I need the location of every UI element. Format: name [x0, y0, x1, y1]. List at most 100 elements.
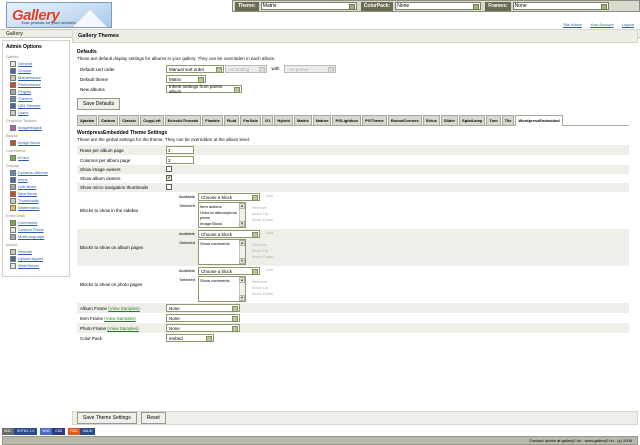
link-your-account[interactable]: Your Account — [590, 22, 614, 27]
sidebar-item-imagemagick[interactable]: ImageMagick — [3, 124, 69, 131]
select-photo-frame[interactable]: None — [166, 324, 240, 332]
listbox-selected-blocks-blocks-to-show-on-album-pages[interactable]: Show comments ▲ ▼ — [198, 239, 246, 265]
action-move-down[interactable]: Move Down — [252, 217, 274, 222]
sidebar-item-link-items[interactable]: Link Items — [3, 183, 69, 190]
list-item[interactable]: Show comments — [200, 278, 230, 283]
action-move-up[interactable]: Move Up — [252, 211, 269, 216]
sidebar-item-remote[interactable]: Remote — [3, 248, 69, 255]
select-album-frame[interactable]: None — [166, 304, 240, 312]
scroll-down-icon[interactable]: ▼ — [239, 258, 245, 264]
scrollbar[interactable] — [239, 203, 245, 227]
sidebar-item-performance[interactable]: Performance — [3, 81, 69, 88]
action-move-up[interactable]: Move Up — [252, 248, 269, 253]
action-remove[interactable]: Remove — [252, 205, 267, 210]
link-item-frame-samples[interactable]: (View Samples) — [104, 315, 136, 321]
select-sort-preset[interactable]: - no preset - — [283, 65, 336, 73]
theme-toolbar-theme-select[interactable]: Matrix — [260, 2, 357, 10]
select-default-theme[interactable]: Matrix — [166, 75, 206, 83]
link-site-admin[interactable]: Site Admin — [562, 22, 583, 27]
sidebar-item-users[interactable]: Users — [3, 109, 69, 116]
listbox-selected-blocks-blocks-to-show-on-photo-pages[interactable]: Show comments ▲ ▼ — [198, 276, 246, 302]
tab-eclecticthreads[interactable]: EclecticThreads — [164, 115, 202, 125]
list-item[interactable]: Links to album/photo peers — [200, 209, 237, 221]
tab-wordpressembedded[interactable]: WordpressEmbedded — [515, 115, 563, 126]
sidebar-item-thumbnails[interactable]: Thumbnails — [3, 197, 69, 204]
select-available-blocks-blocks-to-show-on-album-pages[interactable]: Choose a block — [198, 230, 260, 238]
scroll-down-icon[interactable]: ▼ — [239, 221, 245, 227]
badge-xhtml-1-0[interactable]: W3C XHTML 1.0 — [2, 428, 38, 435]
link-photo-frame-samples[interactable]: (View Samples) — [107, 325, 139, 331]
save-defaults-button[interactable]: Save Defaults — [77, 98, 121, 110]
sidebar-item-url-rewrite[interactable]: URL Rewrite — [3, 102, 69, 109]
sidebar-item-image-block[interactable]: Image Block — [3, 139, 69, 146]
theme-toolbar-frames-select[interactable]: None — [512, 2, 609, 10]
tab-g1[interactable]: G1 — [261, 115, 274, 125]
scrollbar[interactable] — [239, 240, 245, 264]
action-move-up[interactable]: Move Up — [252, 285, 269, 290]
add-block-link-blocks-to-show-in-the-sidebar[interactable]: Add — [266, 193, 274, 198]
tab-slider[interactable]: Slider — [440, 115, 459, 125]
save-theme-settings-button[interactable]: Save Theme Settings — [77, 412, 137, 424]
breadcrumb[interactable]: Gallery — [6, 31, 23, 37]
action-move-down[interactable]: Move Down — [252, 291, 274, 296]
select-available-blocks-blocks-to-show-on-photo-pages[interactable]: Choose a block — [198, 267, 260, 275]
sidebar-item-plugins[interactable]: Plugins — [3, 88, 69, 95]
sidebar-item-general[interactable]: General — [3, 60, 69, 67]
sidebar-item-ecard[interactable]: eCard — [3, 154, 69, 161]
select-new-albums[interactable]: Inherit settings from parent album — [166, 84, 242, 94]
sidebar-item-dynamic-albums[interactable]: Dynamic Albums — [3, 169, 69, 176]
sidebar-item-comments[interactable]: Comments — [3, 219, 69, 226]
sidebar-item-icons[interactable]: Icons — [3, 176, 69, 183]
select-available-blocks-blocks-to-show-in-the-sidebar[interactable]: Choose a block — [198, 193, 260, 201]
scroll-up-icon[interactable]: ▲ — [239, 240, 245, 246]
tab-sirius[interactable]: Sirius — [422, 115, 440, 125]
action-remove[interactable]: Remove — [252, 242, 267, 247]
tab-forsale[interactable]: ForSale — [240, 115, 261, 125]
tab-roundcorners[interactable]: RoundCorners — [387, 115, 422, 125]
select-sort-direction[interactable]: Ascending — [225, 65, 268, 73]
checkbox-show-album-owners[interactable] — [166, 174, 172, 181]
link-logout[interactable]: Logout — [621, 22, 634, 27]
tab-tile[interactable]: Tile — [501, 115, 515, 125]
tab-tom[interactable]: Tom — [486, 115, 501, 125]
tab-pgtheme[interactable]: PGTheme — [362, 115, 387, 125]
gallery-logo[interactable]: Gallery Your photos on your website — [6, 2, 112, 28]
badge-valid[interactable]: RSS VALID — [68, 428, 96, 435]
select-default-sort-order[interactable]: Manual sort order — [166, 65, 224, 73]
badge-css[interactable]: W3C CSS — [40, 428, 66, 435]
list-item[interactable]: Image Block — [200, 220, 223, 226]
list-item[interactable]: Item actions — [200, 204, 222, 209]
reset-button[interactable]: Reset — [140, 412, 166, 424]
select-item-frame[interactable]: None — [166, 314, 240, 322]
tab-ajaxian[interactable]: Ajaxian — [77, 115, 98, 125]
tab-floatrix[interactable]: Floatrix — [202, 115, 223, 125]
tab-hybrid[interactable]: Hybrid — [274, 115, 293, 125]
sidebar-item-custom-fields[interactable]: Custom Fields — [3, 226, 69, 233]
action-remove[interactable]: Remove — [252, 279, 267, 284]
scrollbar[interactable] — [239, 277, 245, 301]
tab-matrix[interactable]: Matrix — [293, 115, 312, 125]
sidebar-item-web-server[interactable]: Web/Server — [3, 262, 69, 269]
input-cols-per-page[interactable]: 3 — [166, 156, 194, 164]
sidebar-item-new-items[interactable]: New Items — [3, 190, 69, 197]
sidebar-item-themes[interactable]: Themes — [3, 95, 69, 102]
scroll-up-icon[interactable]: ▲ — [239, 277, 245, 283]
sidebar-item-upload-applet[interactable]: Upload Applet — [3, 255, 69, 262]
listbox-selected-blocks-blocks-to-show-in-the-sidebar[interactable]: Item actions Links to album/photo peers Im… — [198, 202, 246, 228]
tab-carbon[interactable]: Carbon — [98, 115, 119, 125]
checkbox-show-micro-nav[interactable] — [166, 184, 172, 190]
list-item[interactable]: Show comments — [200, 241, 230, 246]
action-move-down[interactable]: Move Down — [252, 254, 274, 259]
sidebar-item-groups[interactable]: Groups — [3, 67, 69, 74]
tab-copyleft[interactable]: CopyLeft — [140, 115, 164, 125]
tab-pglightbox[interactable]: PGLightbox — [332, 115, 362, 125]
checkbox-show-image-owners[interactable] — [166, 166, 172, 172]
add-block-link-blocks-to-show-on-photo-pages[interactable]: Add — [266, 267, 274, 272]
tab-classic[interactable]: Classic — [119, 115, 140, 125]
sidebar-item-watermarks[interactable]: Watermarks — [3, 204, 69, 211]
scroll-up-icon[interactable]: ▲ — [239, 203, 245, 209]
theme-toolbar-colorpack-select[interactable]: None — [395, 2, 482, 10]
add-block-link-blocks-to-show-on-album-pages[interactable]: Add — [266, 230, 274, 235]
sidebar-item-maintenance[interactable]: Maintenance — [3, 74, 69, 81]
sidebar-item-multilanguage[interactable]: MultiLanguage — [3, 233, 69, 240]
